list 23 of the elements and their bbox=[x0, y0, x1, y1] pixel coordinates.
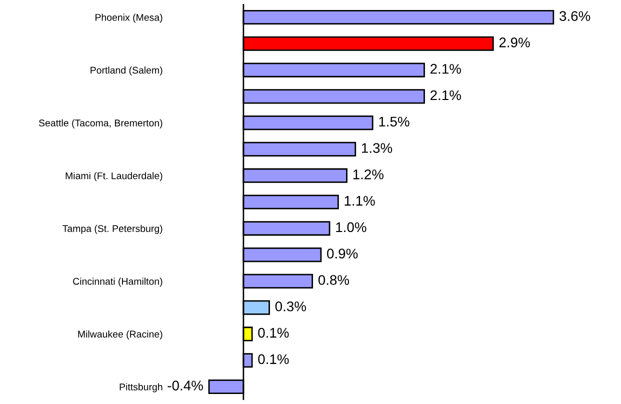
y-tick-label: Miami (Ft. Lauderdale) bbox=[66, 172, 162, 182]
data-label: -0.4% bbox=[168, 380, 203, 390]
data-label: 0.8% bbox=[318, 275, 350, 285]
y-tick-label: Portland (Salem) bbox=[90, 66, 162, 76]
data-label: 1.0% bbox=[336, 222, 366, 232]
y-tick-label: Cincinnati (Hamilton) bbox=[73, 278, 162, 287]
y-tick-label: Milwaukee (Racine) bbox=[78, 330, 162, 340]
data-label: 2.1% bbox=[430, 64, 461, 74]
data-label: 0.3% bbox=[275, 301, 306, 312]
data-label: 0.1% bbox=[258, 328, 289, 338]
y-tick-label: Seattle (Tacoma, Bremerton) bbox=[38, 119, 162, 128]
y-tick-label: Pittsburgh bbox=[120, 383, 162, 392]
y-tick-label: Tampa (St. Petersburg) bbox=[62, 224, 162, 234]
data-label: 2.1% bbox=[430, 90, 461, 100]
data-label: 1.5% bbox=[379, 116, 410, 127]
data-label: 0.1% bbox=[258, 354, 289, 364]
data-label: 2.9% bbox=[499, 38, 530, 48]
data-label: 0.9% bbox=[327, 248, 358, 259]
data-label: 1.3% bbox=[362, 143, 392, 153]
y-tick-label: Phoenix (Mesa) bbox=[96, 14, 162, 23]
data-label: 1.2% bbox=[353, 170, 384, 180]
data-label: 1.1% bbox=[344, 196, 375, 206]
data-label: 3.6% bbox=[560, 11, 590, 21]
